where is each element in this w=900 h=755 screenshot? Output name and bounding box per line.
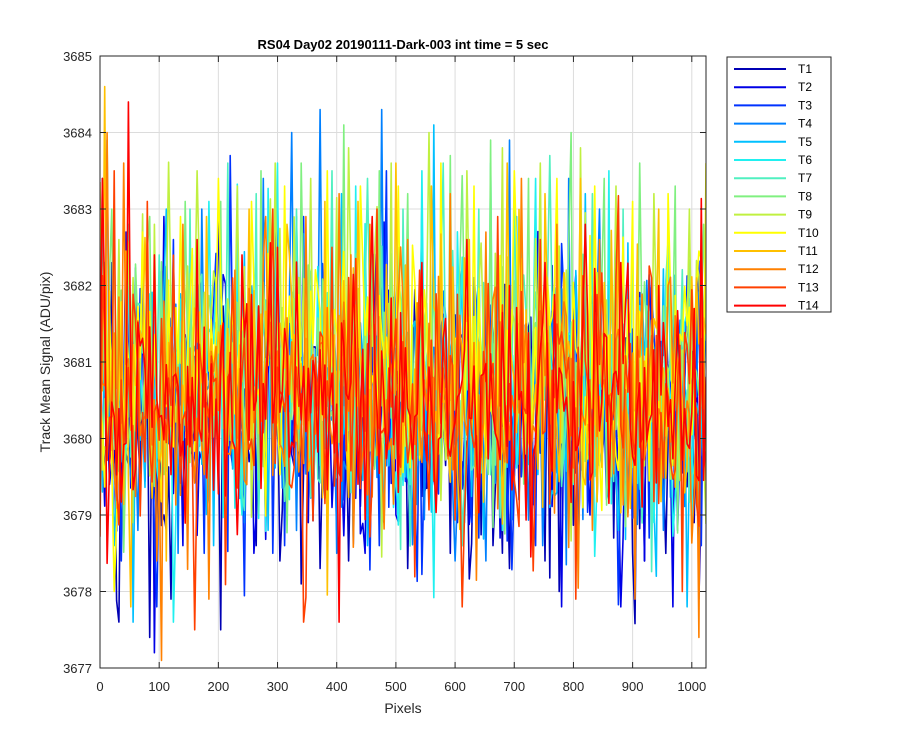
x-tick-label: 400 xyxy=(326,679,348,694)
legend-label-t10: T10 xyxy=(798,226,819,240)
y-tick-label: 3685 xyxy=(63,49,92,64)
x-tick-label: 800 xyxy=(563,679,585,694)
x-tick-label: 900 xyxy=(622,679,644,694)
y-tick-label: 3682 xyxy=(63,279,92,294)
legend-label-t1: T1 xyxy=(798,62,812,76)
series-layer xyxy=(100,85,706,662)
x-tick-label: 500 xyxy=(385,679,407,694)
y-tick-label: 3680 xyxy=(63,432,92,447)
legend-label-t7: T7 xyxy=(798,171,812,185)
y-tick-label: 3684 xyxy=(63,126,92,141)
y-tick-label: 3679 xyxy=(63,508,92,523)
legend: T1 T2 T3 T4 T5 T6 T7 T8 T9 T10 T11 T12 T13 T14 xyxy=(726,56,832,313)
legend-label-t2: T2 xyxy=(798,80,812,94)
legend-label-t13: T13 xyxy=(798,280,819,294)
series-line-t14 xyxy=(100,101,706,623)
legend-label-t4: T4 xyxy=(798,117,812,131)
y-tick-label: 3683 xyxy=(63,202,92,217)
x-axis-label: Pixels xyxy=(384,700,421,716)
series-line-t11 xyxy=(100,85,706,608)
x-tick-label: 0 xyxy=(96,679,103,694)
legend-label-t5: T5 xyxy=(798,135,812,149)
y-tick-label: 3677 xyxy=(63,661,92,676)
series-line-t13 xyxy=(100,170,706,631)
y-axis-label: Track Mean Signal (ADU/pix) xyxy=(37,272,53,453)
legend-label-t12: T12 xyxy=(798,262,819,276)
y-tick-label: 3681 xyxy=(63,355,92,370)
x-tick-label: 200 xyxy=(208,679,230,694)
x-tick-label: 700 xyxy=(503,679,525,694)
ticks-layer: 0 100 200 300 400 500 600 700 800 900 1000 3677 3678… xyxy=(63,49,706,694)
x-tick-label: 1000 xyxy=(677,679,706,694)
legend-label-t9: T9 xyxy=(798,208,812,222)
legend-label-t8: T8 xyxy=(798,189,812,203)
x-tick-label: 600 xyxy=(444,679,466,694)
legend-label-t3: T3 xyxy=(798,98,812,112)
legend-label-t11: T11 xyxy=(798,244,818,258)
legend-label-t14: T14 xyxy=(798,299,819,313)
legend-label-t6: T6 xyxy=(798,153,812,167)
x-tick-label: 300 xyxy=(267,679,289,694)
x-tick-label: 100 xyxy=(148,679,170,694)
y-tick-label: 3678 xyxy=(63,585,92,600)
chart-title: RS04 Day02 20190111-Dark-003 int time = … xyxy=(258,37,549,52)
